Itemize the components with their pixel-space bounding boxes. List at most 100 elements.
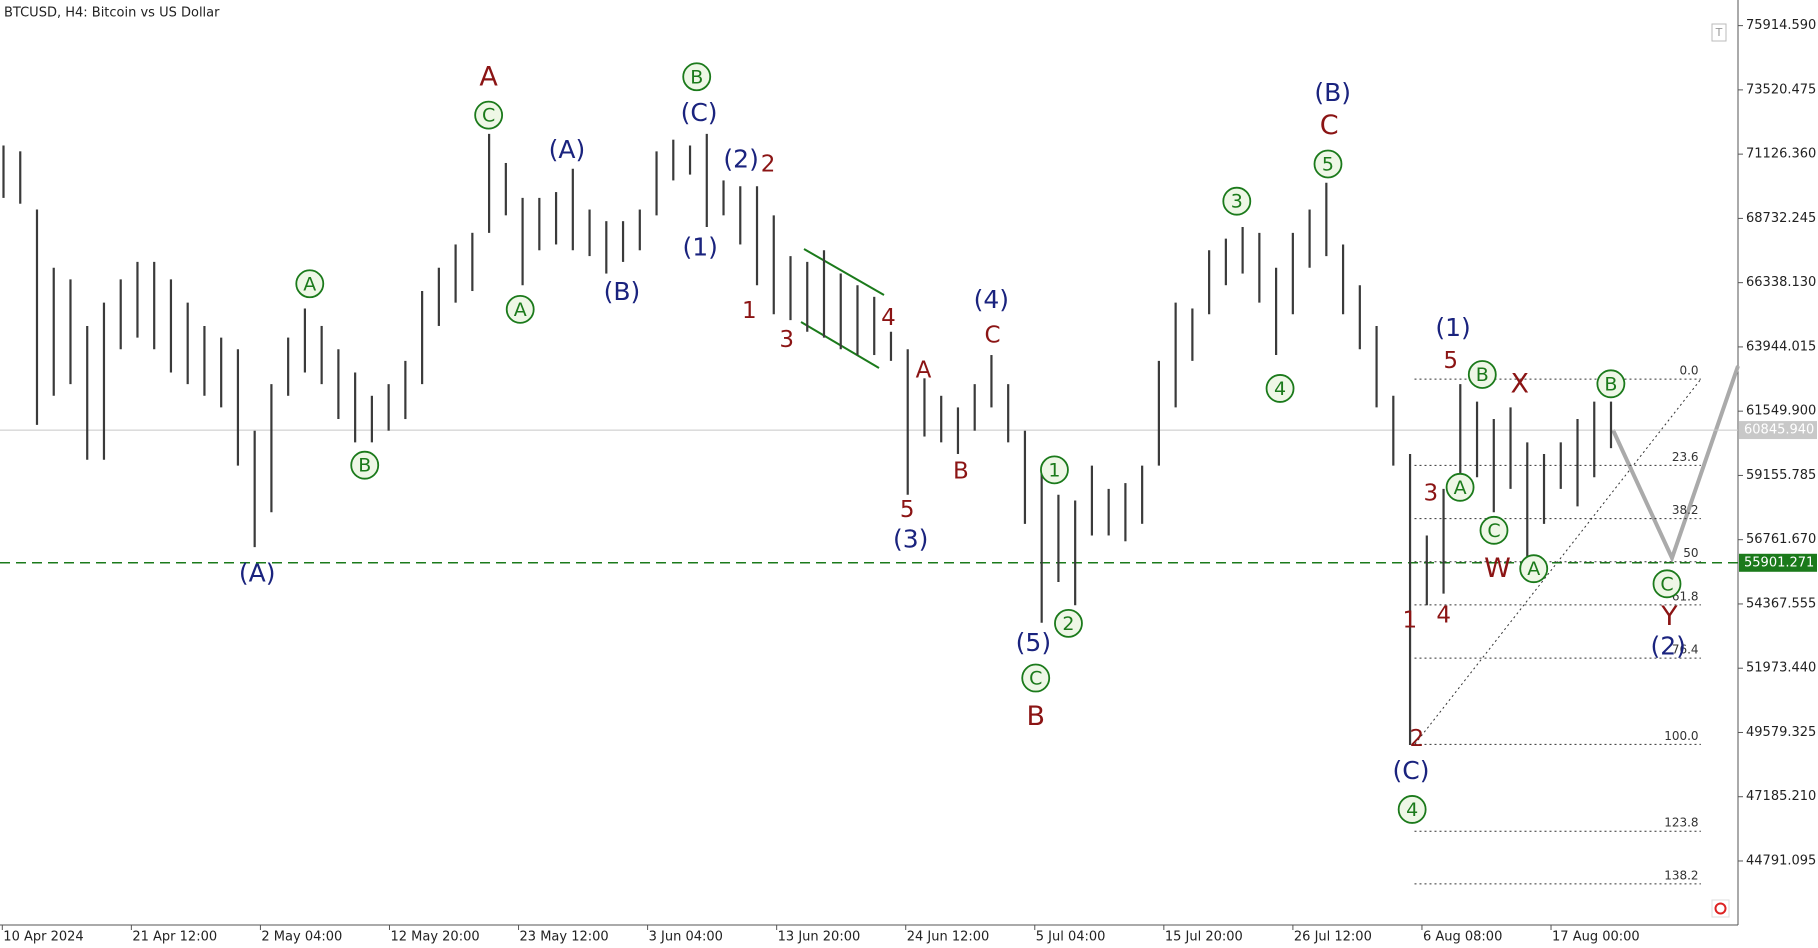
wave-label: 3 <box>1424 481 1439 507</box>
wave-label: A <box>1454 477 1467 499</box>
wave-label: 3 <box>1231 191 1243 213</box>
fib-label: 76.4 <box>1672 643 1699 657</box>
x-tick-label: 10 Apr 2024 <box>3 930 83 945</box>
wave-label: B <box>1476 364 1489 386</box>
wave-label: 5 <box>1322 153 1334 175</box>
price-tag <box>1739 421 1817 440</box>
wave-circle <box>505 294 535 324</box>
fib-label: 38.2 <box>1672 503 1699 517</box>
wave-label: (1) <box>1435 313 1470 342</box>
wave-label: C <box>1487 520 1500 542</box>
wave-label: A <box>514 299 527 321</box>
wave-label: (5) <box>1016 628 1051 657</box>
fib-label: 0.0 <box>1679 364 1698 378</box>
channel-line <box>803 248 885 296</box>
x-tick-label: 15 Jul 20:00 <box>1165 930 1243 945</box>
wave-label: (A) <box>239 558 276 587</box>
wave-circle <box>1313 149 1343 179</box>
wave-circle <box>1222 186 1252 216</box>
wave-label: 4 <box>1436 603 1451 629</box>
wave-circle <box>295 269 325 299</box>
x-tick-label: 21 Apr 12:00 <box>132 930 217 945</box>
wave-circle <box>1054 608 1083 638</box>
wave-label: 1 <box>742 298 757 324</box>
wave-circle <box>1445 472 1475 502</box>
price-tag-label: 55901.271 <box>1744 555 1814 570</box>
y-tick-label: 63944.015 <box>1746 339 1816 354</box>
y-tick-label: 59155.785 <box>1746 468 1816 483</box>
x-tick-label: 6 Aug 08:00 <box>1423 930 1502 945</box>
y-tick-label: 75914.590 <box>1746 18 1816 33</box>
wave-circle <box>1021 663 1051 693</box>
wave-label: (3) <box>893 525 928 554</box>
wave-label: 2 <box>1410 726 1425 752</box>
wave-label: (B) <box>604 277 641 306</box>
wave-label: A <box>303 273 316 295</box>
toolbar-icon-glyph: T <box>1715 26 1723 39</box>
y-tick-label: 56761.670 <box>1746 532 1816 547</box>
wave-label: B <box>1604 373 1617 395</box>
wave-label: X <box>1510 368 1529 399</box>
y-tick-label: 49579.325 <box>1746 725 1816 740</box>
wave-label: (2) <box>723 144 758 173</box>
wave-label: B <box>358 455 371 477</box>
y-tick-label: 47185.210 <box>1746 789 1816 804</box>
wave-label: 3 <box>779 327 794 353</box>
wave-label: (C) <box>1392 756 1429 785</box>
wave-label: C <box>984 322 1000 348</box>
x-tick-label: 26 Jul 12:00 <box>1294 930 1372 945</box>
wave-label: (1) <box>683 233 718 262</box>
x-tick-label: 13 Jun 20:00 <box>778 930 861 945</box>
y-tick-label: 68732.245 <box>1746 211 1816 226</box>
wave-label: (A) <box>549 135 586 164</box>
x-tick-label: 5 Jul 04:00 <box>1036 930 1106 945</box>
wave-label: C <box>1320 110 1339 141</box>
fib-label: 123.8 <box>1664 816 1698 830</box>
wave-label: (C) <box>681 98 718 127</box>
chart-title: BTCUSD, H4: Bitcoin vs US Dollar <box>4 6 220 21</box>
wave-label: 1 <box>1048 459 1060 481</box>
wave-circle <box>682 62 712 92</box>
x-tick-label: 23 May 12:00 <box>520 930 609 945</box>
wave-label: Y <box>1660 601 1678 632</box>
wave-label: 2 <box>761 151 776 177</box>
wave-label: 4 <box>881 305 896 331</box>
y-tick-label: 51973.440 <box>1746 661 1816 676</box>
y-tick-label: 73520.475 <box>1746 82 1816 97</box>
wave-circle <box>1519 554 1549 584</box>
wave-label: W <box>1484 553 1511 584</box>
wave-label: 5 <box>900 497 915 523</box>
wave-label: (2) <box>1650 632 1685 661</box>
fib-label: 138.2 <box>1664 868 1698 882</box>
wave-label: B <box>1026 701 1045 732</box>
fib-label: 23.6 <box>1672 450 1699 464</box>
wave-label: (4) <box>974 285 1009 314</box>
x-tick-label: 3 Jun 04:00 <box>649 930 723 945</box>
wave-circle <box>1397 795 1427 824</box>
price-tag <box>1739 553 1817 572</box>
wave-label: B <box>953 459 969 485</box>
wave-circle <box>350 450 380 480</box>
y-tick-label: 44791.095 <box>1746 853 1816 868</box>
x-tick-label: 24 Jun 12:00 <box>907 930 990 945</box>
fib-label: 50 <box>1683 546 1698 560</box>
wave-label: 5 <box>1443 348 1458 374</box>
fib-diagonal <box>1414 378 1702 745</box>
wave-label: (B) <box>1314 78 1351 107</box>
wave-label: A <box>1527 558 1540 580</box>
wave-label: A <box>479 61 498 92</box>
wave-label: C <box>1660 573 1673 595</box>
wave-circle <box>1596 369 1626 399</box>
wave-label: C <box>1029 668 1042 690</box>
wave-label: 4 <box>1406 799 1418 821</box>
price-tag-label: 60845.940 <box>1744 423 1814 438</box>
toolbar-icon[interactable] <box>1711 23 1727 42</box>
x-tick-label: 12 May 20:00 <box>390 930 479 945</box>
wave-circle <box>1652 569 1682 599</box>
wave-circle <box>1265 374 1295 403</box>
alert-icon[interactable] <box>1711 899 1730 918</box>
wave-label: B <box>690 66 703 88</box>
wave-circle <box>474 100 504 130</box>
